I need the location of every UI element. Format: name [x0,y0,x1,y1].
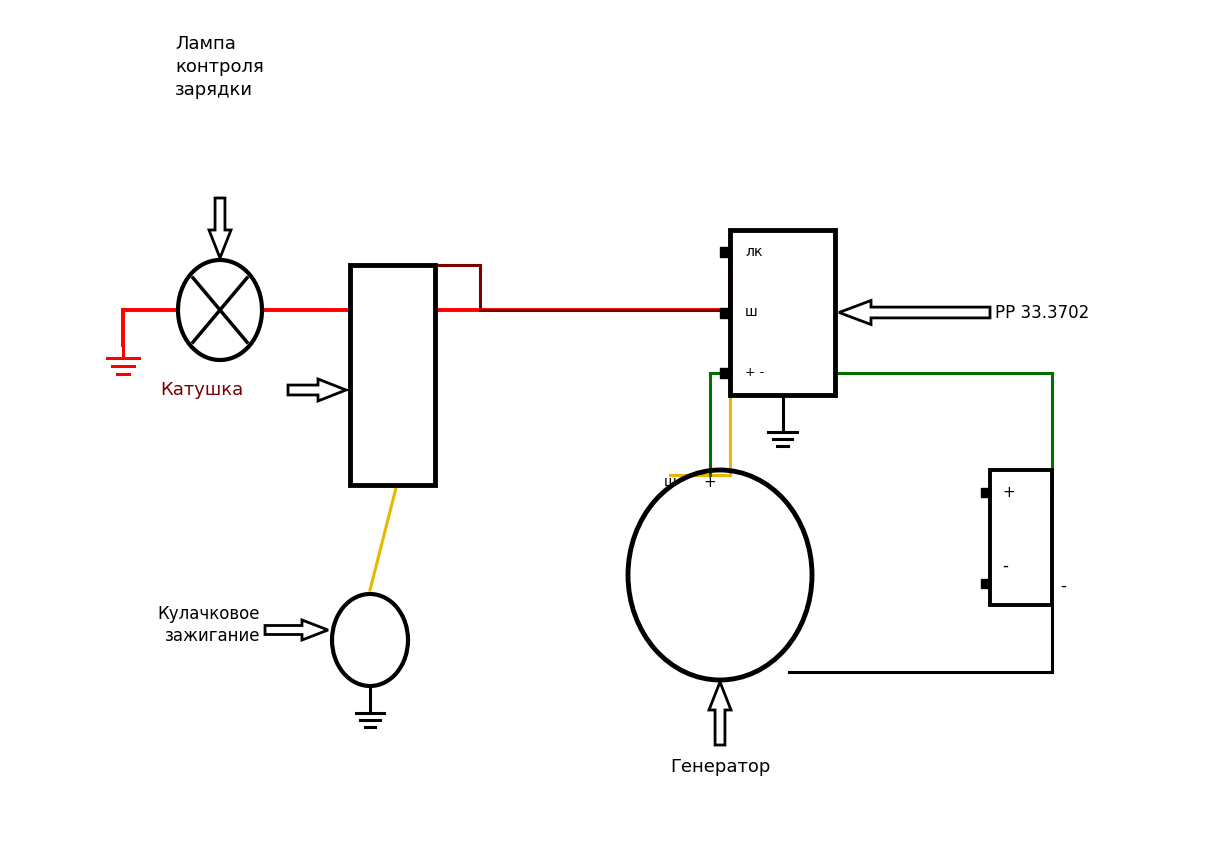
Text: ш: ш [745,305,758,319]
FancyArrow shape [265,620,328,640]
FancyArrow shape [209,198,231,258]
Text: + -: + - [745,367,764,380]
Bar [720,307,730,317]
Text: ш: ш [664,475,676,489]
Text: Катушка: Катушка [160,381,243,399]
Text: Лампа
контроля
зарядки: Лампа контроля зарядки [175,35,264,99]
Text: +: + [1002,485,1015,500]
Bar [720,368,730,378]
Bar [730,230,835,395]
FancyArrow shape [288,379,346,401]
Bar [350,265,435,485]
Text: РР 33.3702: РР 33.3702 [995,304,1089,322]
Text: -: - [1060,577,1066,595]
Bar [980,579,990,587]
Text: Кулачковое
зажигание: Кулачковое зажигание [158,605,260,645]
Text: +: + [703,475,717,490]
Text: лк: лк [745,245,762,259]
Bar [980,488,990,497]
FancyArrow shape [709,682,731,745]
Bar [720,247,730,257]
FancyArrow shape [839,300,990,324]
Text: -: - [1002,557,1007,575]
Text: Генератор: Генератор [670,758,770,776]
Bar [990,470,1053,605]
